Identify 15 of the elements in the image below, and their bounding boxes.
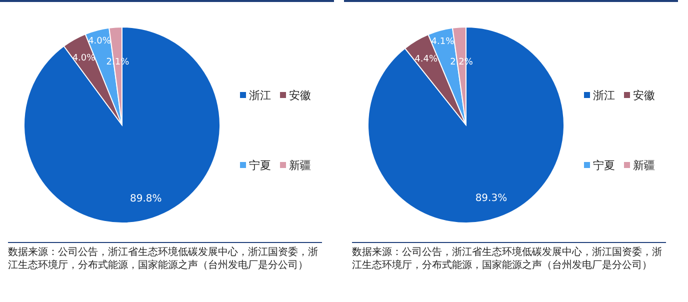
- legend-label: 浙江: [249, 89, 271, 102]
- source-note: 数据来源：公司公告，浙江省生态环境低碳发展中心，浙江国资委，浙江生态环境厅，分布式能源，国家能源之声（台州发电厂是分公司）: [8, 242, 322, 272]
- legend-label: 宁夏: [593, 159, 615, 172]
- legend-label: 宁夏: [249, 159, 271, 172]
- data-label: 4.4%: [414, 54, 438, 65]
- legend-label: 新疆: [289, 159, 311, 172]
- data-label: 89.8%: [130, 194, 162, 205]
- legend-label: 浙江: [593, 89, 615, 102]
- legend-label: 新疆: [633, 159, 655, 172]
- legend-label: 安徽: [289, 89, 311, 102]
- data-label: 4.1%: [431, 36, 455, 47]
- data-label: 89.3%: [475, 193, 508, 204]
- source-note: 数据来源：公司公告，浙江省生态环境低碳发展中心，浙江国资委，浙江生态环境厅，分布式能源，国家能源之声（台州发电厂是分公司）: [352, 242, 666, 272]
- data-label: 4.0%: [88, 36, 112, 47]
- legend-label: 安徽: [633, 89, 655, 102]
